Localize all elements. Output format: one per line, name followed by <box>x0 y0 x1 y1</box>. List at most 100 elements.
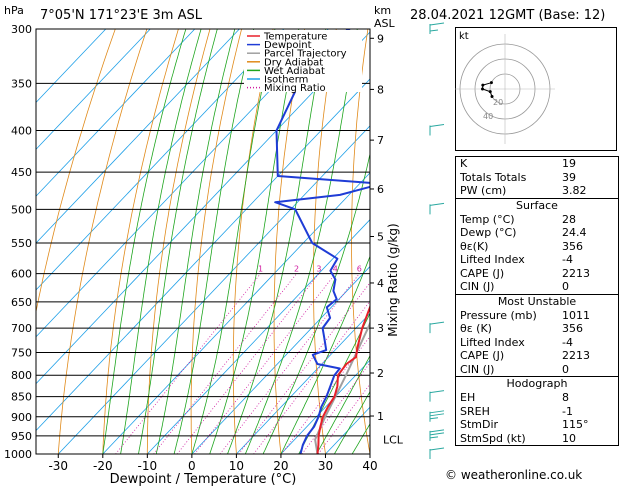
mixing-ratio-label: 20 <box>431 265 441 274</box>
isotherm-line <box>36 29 285 291</box>
pressure-tick-label: 600 <box>11 268 32 281</box>
isotherm-line <box>280 359 370 454</box>
wind-barb <box>429 321 445 334</box>
wind-barb-flag <box>429 390 445 394</box>
surface-row: θε(K) 356 <box>456 240 618 254</box>
surface-row: Dewp (°C) 24.4 <box>456 226 618 240</box>
dry-adiabat-line <box>190 29 242 454</box>
mixing-ratio-label: 6 <box>357 265 362 274</box>
chart-axes: 3003504004505005506006507007508008509009… <box>4 23 404 486</box>
unstable-row: CAPE (J) 2213 <box>456 349 618 363</box>
dry-adiabat-line <box>57 29 148 454</box>
unstable-label: CIN (J) <box>460 362 495 376</box>
unstable-value: 0 <box>562 362 569 376</box>
hodo-value: -1 <box>562 404 573 418</box>
mixing-ratio-label: 3 <box>316 265 321 274</box>
hodo-label: EH <box>460 391 476 404</box>
credit-text: © weatheronline.co.uk <box>445 468 583 482</box>
dry-adiabat-line <box>620 29 629 454</box>
hodograph-section: Hodograph EH 8 SREH -1 StmDir 115° StmSpd (kt)… <box>456 376 618 445</box>
hodo-label: StmDir <box>460 418 499 431</box>
km-tick-label: 8 <box>377 83 384 96</box>
km-tick-label: 6 <box>377 183 384 196</box>
surface-value: 28 <box>562 212 576 226</box>
hodograph-point <box>490 95 494 98</box>
wind-barb-half-flag <box>429 417 439 420</box>
wind-barb <box>429 124 445 136</box>
km-tick-label: 7 <box>377 134 384 147</box>
hodograph-title: Hodograph <box>506 377 568 390</box>
temperature-line <box>316 304 370 454</box>
surface-value: -4 <box>562 253 573 266</box>
legend-entry: Mixing Ratio <box>264 83 326 94</box>
isotherm-line <box>58 125 370 454</box>
hodo-value: 115° <box>562 418 589 431</box>
unstable-label: CAPE (J) <box>460 349 505 362</box>
pressure-tick-label: 300 <box>11 23 32 36</box>
mixing-ratio-line <box>194 273 336 454</box>
pressure-tick-label: 350 <box>11 77 32 90</box>
km-tick-label: 1 <box>377 410 384 423</box>
dry-adiabat-line <box>424 29 459 454</box>
surface-row: CAPE (J) 2213 <box>456 267 618 281</box>
pressure-tick-label: 850 <box>11 391 32 404</box>
hodograph-ring-label: 20 <box>493 98 503 107</box>
legend-entry: Dewpoint <box>264 40 312 51</box>
x-tick-label: -10 <box>138 459 158 473</box>
index-value: 3.82 <box>562 184 587 197</box>
x-tick-label: 10 <box>229 459 244 473</box>
isotherm-line <box>36 29 107 104</box>
wind-barb-flag <box>429 413 445 417</box>
wind-barb-half-flag <box>429 29 439 32</box>
plot-frame <box>35 28 371 455</box>
surface-label: θε(K) <box>460 239 489 253</box>
pressure-tick-label: 1000 <box>4 448 32 461</box>
hodograph-unit-label: kt <box>459 31 469 42</box>
surface-label: Dewp (°C) <box>460 226 517 239</box>
unstable-row: θε (K) 356 <box>456 322 618 336</box>
surface-section: Surface Temp (°C) 28 Dewp (°C) 24.4 θε(K) 356… <box>456 197 618 294</box>
lcl-label: LCL <box>383 434 404 447</box>
dewpoint-line <box>274 29 370 454</box>
hodo-row: SREH -1 <box>456 405 618 419</box>
x-tick-label: 40 <box>362 459 377 473</box>
legend-entry: Temperature <box>263 32 327 43</box>
mixing-ratio-line <box>219 273 360 454</box>
surface-label: Temp (°C) <box>460 212 515 226</box>
hodo-label: SREH <box>460 404 490 418</box>
unstable-title: Most Unstable <box>497 294 577 308</box>
wet-adiabat-line <box>316 355 370 454</box>
wind-barb <box>429 447 445 459</box>
surface-label: CIN (J) <box>460 280 495 293</box>
legend-entry: Dry Adiabat <box>264 57 323 68</box>
unstable-label: Lifted Index <box>460 335 525 349</box>
isotherm-line <box>191 265 370 454</box>
mixing-ratio-label: 15 <box>412 265 422 274</box>
index-row: PW (cm) 3.82 <box>456 184 618 198</box>
unstable-label: Pressure (mb) <box>460 308 537 322</box>
indices-table: K 19 Totals Totals 39 PW (cm) 3.82 Surface Te… <box>455 156 619 446</box>
wet-adiabat-line <box>298 312 370 454</box>
wind-barb-flag <box>429 429 445 433</box>
asl-label: ASL <box>374 17 395 30</box>
wind-barb-half-flag <box>429 436 439 439</box>
pressure-tick-label: 400 <box>11 125 32 138</box>
legend-entry: Isotherm <box>264 75 308 86</box>
x-tick-label: -20 <box>93 459 113 473</box>
wet-adiabat-line <box>334 390 370 454</box>
surface-label: Lifted Index <box>460 253 525 266</box>
km-tick-label: 5 <box>377 230 384 243</box>
hodo-row: EH 8 <box>456 391 618 405</box>
x-axis-label: Dewpoint / Temperature (°C) <box>110 472 297 486</box>
surface-value: 24.4 <box>562 226 587 239</box>
unstable-section: Most Unstable Pressure (mb) 1011 θε (K) 356… <box>456 293 618 377</box>
mixing-ratio-label: 1 <box>258 265 263 274</box>
wind-barb-flag <box>429 432 445 436</box>
x-tick-label: 30 <box>318 459 333 473</box>
isotherm-line <box>236 312 370 454</box>
surface-value: 356 <box>562 239 583 253</box>
hodograph-point <box>488 90 492 94</box>
hodo-row: StmDir 115° <box>456 418 618 432</box>
